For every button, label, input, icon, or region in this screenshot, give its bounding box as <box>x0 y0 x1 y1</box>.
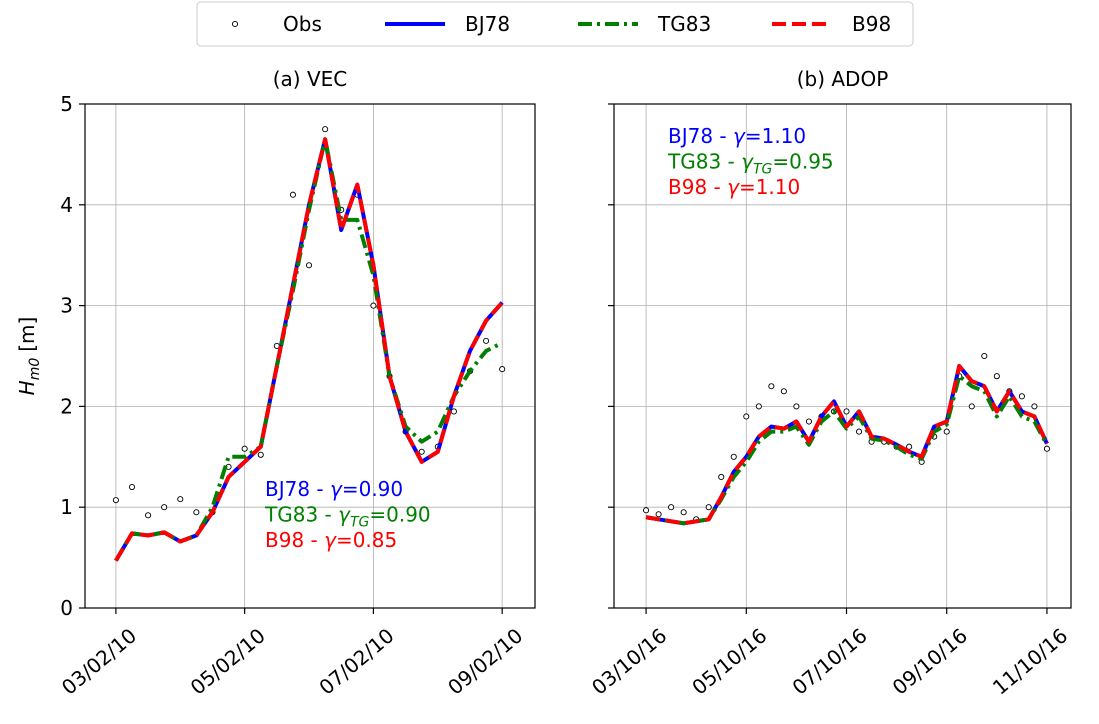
plot-frame <box>613 103 1072 609</box>
annotation-symbol: γ <box>324 528 337 552</box>
obs-point <box>843 408 850 415</box>
y-tick-label: 4 <box>60 193 73 217</box>
obs-point <box>145 512 152 519</box>
annotation-value: =1.10 <box>745 124 806 148</box>
series-line <box>645 374 1049 526</box>
obs-point <box>743 413 750 420</box>
legend-label: B98 <box>852 12 891 36</box>
annotation-subscript: TG <box>350 515 370 531</box>
obs-point <box>177 496 184 503</box>
obs-point <box>161 504 168 511</box>
annotation-symbol: γ <box>741 150 754 174</box>
obs-point <box>483 337 490 344</box>
legend-label: Obs <box>283 12 322 36</box>
obs-point <box>968 403 975 410</box>
obs-point <box>193 509 200 516</box>
x-tick-label: 07/10/16 <box>787 623 871 699</box>
panel-title: (a) VEC <box>273 67 348 91</box>
x-tick-label: 03/10/16 <box>587 623 671 699</box>
annotation: B98 - γ=1.10 <box>668 175 800 199</box>
panel-title: (b) ADOP <box>797 67 889 91</box>
annotation-symbol: γ <box>330 477 343 501</box>
obs-point <box>322 126 329 133</box>
obs-point <box>906 443 913 450</box>
annotation: TG83 - γTG=0.95 <box>667 150 834 178</box>
plot-frame <box>84 103 536 609</box>
obs-point <box>418 448 425 455</box>
obs-point <box>993 373 1000 380</box>
annotation: BJ78 - γ=0.90 <box>265 477 403 501</box>
annotation-symbol: γ <box>733 124 746 148</box>
x-tick-label: 09/02/10 <box>443 623 527 699</box>
obs-point <box>793 403 800 410</box>
obs-point <box>680 509 687 516</box>
obs-point <box>499 366 506 373</box>
obs-point <box>112 497 119 504</box>
y-tick-label: 5 <box>60 92 73 116</box>
x-tick-label: 05/10/16 <box>687 623 771 699</box>
legend-label: BJ78 <box>465 12 510 36</box>
annotation-value: =1.10 <box>739 175 800 199</box>
annotation-symbol: γ <box>338 503 351 527</box>
obs-point <box>730 453 737 460</box>
x-tick-label: 05/02/10 <box>186 623 270 699</box>
obs-point <box>128 483 136 491</box>
annotation-model: TG83 - <box>264 503 338 527</box>
obs-point <box>755 403 762 410</box>
annotation-value: =0.90 <box>342 477 403 501</box>
legend-box <box>196 1 914 47</box>
x-tick-label: 11/10/16 <box>988 623 1072 699</box>
y-label-unit: [m] <box>15 317 39 352</box>
obs-point <box>705 504 712 511</box>
obs-point <box>805 418 812 425</box>
series-line <box>645 364 1049 526</box>
y-tick-label: 0 <box>60 596 73 620</box>
annotation: B98 - γ=0.85 <box>265 528 397 552</box>
obs-point <box>1031 403 1038 410</box>
annotation-model: B98 - <box>668 175 727 199</box>
annotation: BJ78 - γ=1.10 <box>668 124 806 148</box>
legend-label: TG83 <box>657 12 711 36</box>
obs-point <box>780 388 787 395</box>
obs-point <box>289 191 296 198</box>
legend-marker <box>231 20 239 28</box>
series-line <box>114 137 504 562</box>
obs-point <box>305 262 313 269</box>
annotation-value: =0.90 <box>369 503 430 527</box>
annotation-value: =0.85 <box>336 528 397 552</box>
annotation-symbol: γ <box>727 175 740 199</box>
obs-point <box>981 352 988 360</box>
annotation-model: BJ78 - <box>265 477 330 501</box>
x-tick-label: 03/02/10 <box>57 623 141 699</box>
obs-point <box>643 507 650 514</box>
obs-point <box>241 445 248 452</box>
annotation-model: BJ78 - <box>668 124 733 148</box>
obs-point <box>768 383 775 390</box>
annotation-model: B98 - <box>265 528 324 552</box>
x-tick-label: 09/10/16 <box>888 623 972 699</box>
y-axis-label: Hm0 [m] <box>15 317 43 396</box>
y-tick-label: 1 <box>60 495 73 519</box>
annotation-value: =0.95 <box>772 150 833 174</box>
obs-point <box>668 504 675 511</box>
obs-point <box>1043 445 1050 452</box>
y-tick-label: 3 <box>60 294 73 318</box>
annotation-subscript: TG <box>753 162 773 178</box>
y-tick-label: 2 <box>60 394 73 418</box>
obs-point <box>718 473 725 481</box>
obs-point <box>943 428 950 435</box>
obs-point <box>655 511 662 518</box>
y-label-symbol: H <box>15 380 39 395</box>
x-tick-label: 07/02/10 <box>314 623 398 699</box>
obs-point <box>257 451 264 458</box>
obs-point <box>855 428 863 435</box>
annotation-model: TG83 - <box>667 150 741 174</box>
obs-point <box>1018 393 1025 400</box>
y-label-subscript: m0 <box>27 358 43 381</box>
obs-point <box>370 302 377 309</box>
annotation: TG83 - γTG=0.90 <box>264 503 431 531</box>
